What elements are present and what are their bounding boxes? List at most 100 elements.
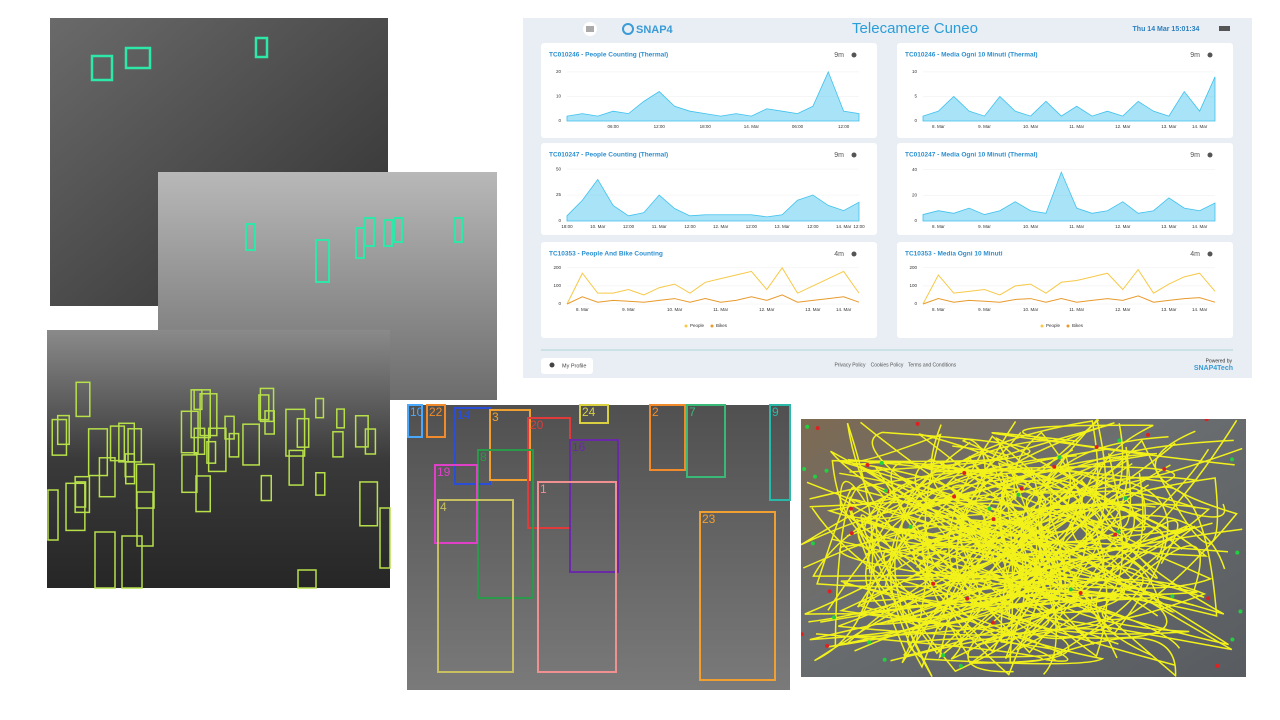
panel-menu xyxy=(851,152,857,158)
y-tick-label: 10 xyxy=(556,94,562,99)
detection-box xyxy=(336,408,346,429)
trajectory xyxy=(865,466,1176,628)
user-icons xyxy=(1219,26,1230,31)
x-tick-label: 12:00 xyxy=(746,224,758,229)
x-tick-label: 8. Mar xyxy=(932,307,945,312)
y-tick-label: 10 xyxy=(912,69,918,74)
x-tick-label: 12:00 xyxy=(654,124,666,129)
track-point xyxy=(810,541,815,546)
track-point xyxy=(1057,455,1062,460)
track-box xyxy=(686,404,726,478)
track-point xyxy=(962,471,967,476)
legend-swatch xyxy=(1040,324,1044,328)
trajectory xyxy=(890,447,1243,546)
panel xyxy=(897,143,1233,235)
footer-link[interactable]: Cookies Policy xyxy=(871,362,904,368)
track-point xyxy=(1215,663,1220,668)
detection-box xyxy=(315,472,326,496)
panel xyxy=(897,242,1233,338)
track-point xyxy=(1052,464,1057,469)
x-tick-label: 06:00 xyxy=(607,124,619,129)
track-point xyxy=(987,506,992,511)
x-tick-label: 8. Mar xyxy=(932,124,945,129)
area xyxy=(922,76,1216,122)
menu-icon xyxy=(586,26,594,32)
track-id: 20 xyxy=(530,418,544,432)
detection-box xyxy=(315,397,325,419)
x-tick-label: 13. Mar xyxy=(775,224,791,229)
detections-1 xyxy=(90,36,269,82)
x-tick-label: 14. Mar xyxy=(1192,224,1208,229)
track-point xyxy=(990,620,995,625)
x-tick-label: 9. Mar xyxy=(978,307,991,312)
detection-box xyxy=(288,449,304,486)
track-point xyxy=(1116,529,1121,534)
detection-box xyxy=(98,457,116,498)
track-point xyxy=(827,589,832,594)
track-point xyxy=(1235,550,1240,555)
track-point xyxy=(848,506,853,511)
track-id: 14 xyxy=(457,408,471,422)
profile-button[interactable] xyxy=(541,358,593,374)
track-box xyxy=(407,404,423,438)
panel-title: TC10353 - People And Bike Counting xyxy=(549,251,663,258)
track-box xyxy=(437,499,514,673)
x-tick-label: 9. Mar xyxy=(978,224,991,229)
track-point xyxy=(1238,609,1243,614)
footer-link[interactable]: Privacy Policy xyxy=(834,362,866,368)
track-box xyxy=(434,464,478,544)
legend-swatch xyxy=(710,324,714,328)
track-box xyxy=(699,511,776,681)
legend-label: People xyxy=(1046,323,1061,328)
track-point xyxy=(965,596,970,601)
track-point xyxy=(824,468,829,473)
x-tick-label: 12:00 xyxy=(623,224,635,229)
series-line xyxy=(922,268,1216,305)
detection-box xyxy=(47,489,59,541)
track-point xyxy=(1162,467,1167,472)
profile-icon xyxy=(549,362,555,368)
x-tick-label: 13. Mar xyxy=(805,307,821,312)
detection-box xyxy=(364,428,377,455)
legend-label: People xyxy=(690,323,705,328)
track-id: 24 xyxy=(582,405,596,419)
detection-box xyxy=(199,393,218,437)
logo-icon xyxy=(622,23,634,35)
panel xyxy=(541,242,877,338)
trajectory xyxy=(827,448,1211,648)
powered-by: Powered by xyxy=(1206,358,1233,364)
x-tick-label: 12. Mar xyxy=(759,307,775,312)
x-tick-label: 12. Mar xyxy=(1115,124,1131,129)
detection-box xyxy=(51,418,68,456)
legend-label: Bikes xyxy=(716,323,728,328)
x-tick-label: 10. Mar xyxy=(590,224,606,229)
track-id: 4 xyxy=(440,500,447,514)
track-point xyxy=(825,643,830,648)
detection-box xyxy=(296,417,310,448)
track-id: 19 xyxy=(437,465,451,479)
detection-box xyxy=(121,535,143,589)
detection-box xyxy=(264,410,275,435)
track-point xyxy=(805,424,810,429)
trajectory xyxy=(849,431,1114,588)
detection-box xyxy=(259,387,275,423)
track-point xyxy=(952,494,957,499)
datetime: Thu 14 Mar 15:01:34 xyxy=(1133,26,1200,33)
track-point xyxy=(884,488,889,493)
detection-box xyxy=(56,414,70,446)
trajectory xyxy=(948,435,1190,635)
profile-label: My Profile xyxy=(562,363,586,369)
detection-box xyxy=(181,454,198,494)
y-tick-label: 0 xyxy=(558,118,561,123)
detection-box xyxy=(180,410,199,454)
detections-2 xyxy=(245,217,463,283)
x-tick-label: 10. Mar xyxy=(667,307,683,312)
track-point xyxy=(908,524,913,529)
detection-box xyxy=(109,425,126,462)
track-box xyxy=(579,404,609,424)
footer-link[interactable]: Terms and Conditions xyxy=(908,362,957,368)
x-tick-label: 13. Mar xyxy=(1161,307,1177,312)
x-tick-label: 10. Mar xyxy=(1023,307,1039,312)
y-tick-label: 0 xyxy=(558,301,561,306)
track-id: 10 xyxy=(410,405,424,419)
